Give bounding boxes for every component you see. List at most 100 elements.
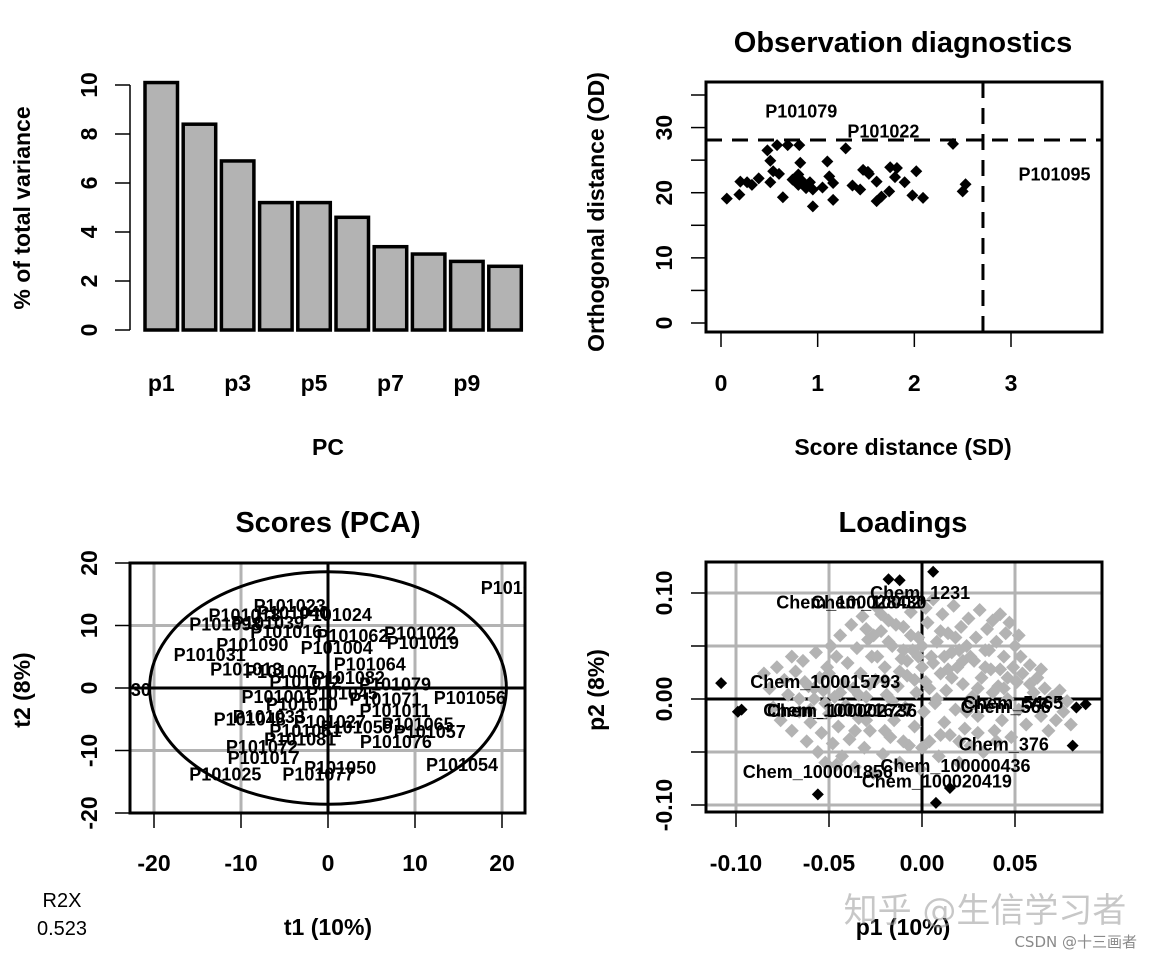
- loading-point-gray: [1041, 723, 1056, 738]
- scores-x-tick-label: 10: [402, 850, 428, 876]
- diagnostics-point: [875, 190, 888, 203]
- loading-point-gray: [946, 598, 961, 613]
- score-label: P101018: [208, 606, 280, 626]
- scores-x-tick-label: -10: [224, 850, 257, 876]
- diagnostics-x-tick-label: 2: [908, 370, 921, 396]
- diagnostics-y-tick-label: 0: [651, 317, 677, 330]
- loading-point-gray: [784, 649, 799, 664]
- loading-point-gray: [875, 747, 890, 762]
- loading-point-gray: [993, 607, 1008, 622]
- loading-point-gray: [788, 664, 803, 679]
- loading-point-gray: [866, 766, 881, 781]
- loading-label: Chem_10002: [811, 593, 921, 613]
- loadings-y-tick-label: 0.10: [651, 571, 677, 616]
- loading-point-highlight: [882, 573, 895, 586]
- bar-p3: [219, 159, 256, 332]
- loading-point-gray: [948, 702, 963, 717]
- bar-p10: [487, 264, 524, 332]
- score-label: P101077: [282, 764, 354, 784]
- score-label: P101065: [382, 714, 454, 734]
- loading-point-gray: [968, 630, 983, 645]
- loading-point-gray: [1000, 692, 1015, 706]
- watermark-csdn: CSDN @十三画者: [1014, 933, 1137, 951]
- loading-point-highlight: [929, 796, 942, 809]
- loading-point-gray: [1048, 713, 1063, 728]
- loading-point-gray: [784, 723, 799, 738]
- loading-point-gray: [777, 672, 792, 687]
- loading-label: Chem_100021627: [763, 701, 913, 721]
- diagnostics-point: [827, 176, 840, 189]
- loading-point-gray: [978, 660, 993, 675]
- loadings-y-tick-label: -0.10: [651, 779, 677, 831]
- scree-plot-panel: 0 2 4 6 8 10 p1 p3 p5 p7 p9 PC % of total varianc…: [9, 72, 524, 460]
- diagnostics-point: [854, 183, 867, 196]
- loadings-y-axis-label: p2 (8%): [583, 649, 609, 731]
- loading-point-gray: [849, 641, 864, 656]
- loading-point-gray: [900, 653, 915, 668]
- loading-point-highlight: [1079, 698, 1092, 711]
- loading-point-highlight: [1070, 701, 1083, 714]
- scores-y-tick-label: -20: [76, 796, 102, 829]
- score-label: P101023: [254, 596, 326, 616]
- loading-point-gray: [808, 645, 823, 660]
- loading-point-gray: [835, 749, 850, 764]
- loading-point-gray: [877, 660, 892, 675]
- loading-point-gray: [1037, 681, 1052, 696]
- loading-point-gray: [822, 706, 836, 721]
- loadings-plot-area: Chem_100015793 Chem_100021627Chem_1000027…: [651, 560, 1104, 876]
- scores-x-tick-label: -20: [137, 850, 170, 876]
- diagnostics-y-tick-label: 20: [651, 180, 677, 206]
- loading-point-gray: [851, 687, 866, 702]
- diagnostics-point: [870, 175, 883, 188]
- loading-point-gray: [762, 681, 777, 696]
- loading-point-gray: [1002, 615, 1017, 630]
- loading-label: Chem_566: [961, 697, 1051, 717]
- loading-point-gray: [822, 666, 836, 681]
- loading-label: Chem_100028430: [776, 593, 926, 613]
- loading-point-gray: [1011, 702, 1026, 717]
- loading-label: Chem_376: [959, 735, 1049, 755]
- loading-point-gray: [885, 694, 900, 709]
- loadings-frame: [704, 560, 1104, 814]
- loading-point-gray: [853, 666, 868, 681]
- loading-point-gray: [1011, 628, 1026, 643]
- loading-point-gray: [916, 704, 931, 719]
- loadings-x-tick-label: -0.05: [803, 850, 856, 876]
- diagnostics-point: [910, 165, 923, 178]
- loading-label: Chem_100015793: [750, 672, 900, 692]
- score-label: P101031: [174, 645, 246, 665]
- loading-point-gray: [981, 643, 996, 658]
- diagnostics-point: [761, 144, 774, 157]
- loading-point-gray: [926, 592, 941, 607]
- loading-point-gray: [913, 761, 928, 776]
- diagnostics-y-tick-label: 10: [651, 245, 677, 271]
- loading-point-gray: [903, 605, 918, 620]
- loading-point-gray: [1013, 649, 1028, 664]
- loading-point-gray: [818, 696, 833, 711]
- loading-point-gray: [792, 704, 807, 719]
- loading-point-gray: [954, 619, 969, 634]
- diagnostics-plot-panel: Observation diagnostics P101079P101022P1…: [583, 27, 1104, 460]
- loading-point-gray: [896, 734, 911, 749]
- loading-point-gray: [1034, 708, 1049, 723]
- diagnostics-point: [890, 161, 903, 174]
- loading-point-gray: [942, 728, 957, 743]
- loading-point-gray: [756, 666, 771, 681]
- scree-y-tick-label: 2: [76, 275, 102, 288]
- scree-y-tick-label: 8: [76, 127, 102, 140]
- diagnostics-point-label: P101022: [847, 121, 919, 141]
- loading-point-gray: [959, 704, 974, 719]
- loading-point-gray: [862, 723, 877, 738]
- diagnostics-point: [793, 139, 806, 152]
- loading-point-gray: [989, 734, 1004, 749]
- score-label: P101013: [210, 659, 282, 679]
- loading-point-gray: [976, 745, 991, 759]
- loading-point-gray: [857, 740, 872, 755]
- diagnostics-point: [898, 176, 911, 189]
- score-label: P101064: [334, 654, 406, 674]
- score-label: P101082: [313, 668, 385, 688]
- loading-point-highlight: [927, 565, 940, 578]
- loading-point-gray: [823, 639, 838, 653]
- loading-point-gray: [1000, 670, 1015, 685]
